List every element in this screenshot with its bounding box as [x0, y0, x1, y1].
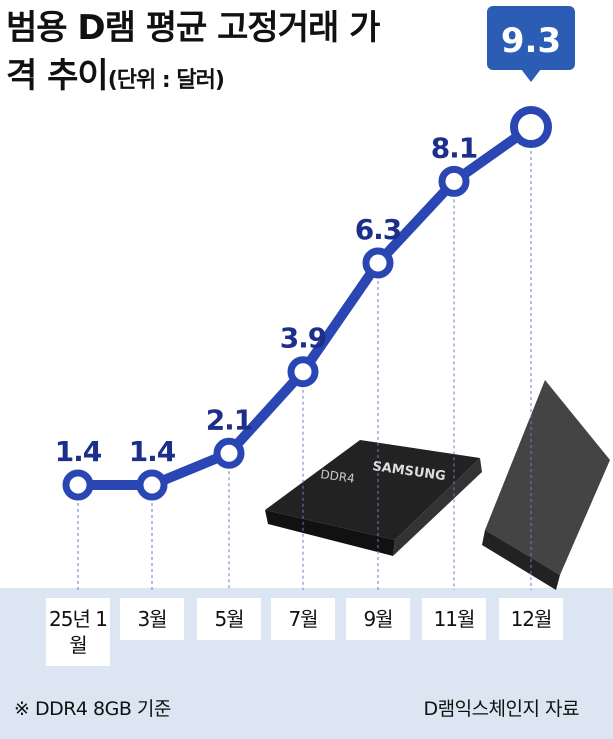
point [362, 247, 394, 279]
value-label: 8.1 [431, 131, 478, 164]
value-label: 6.3 [355, 213, 402, 246]
value-label: 2.1 [206, 403, 253, 436]
chip-image: SAMSUNG DDR4 [265, 380, 610, 590]
highlight-pointer [521, 69, 541, 82]
point [136, 469, 168, 501]
source: D램익스체인지 자료 [423, 698, 579, 720]
point [438, 165, 470, 197]
point [510, 106, 552, 148]
x-tick-label: 7월 [271, 598, 335, 640]
x-tick-label: 5월 [197, 598, 261, 640]
value-label: 1.4 [55, 435, 102, 468]
value-label: 9.3 [501, 21, 561, 61]
x-tick-label: 11월 [422, 598, 486, 640]
footnote: ※ DDR4 8GB 기준 [14, 698, 171, 720]
chart-title: 범용 D램 평균 고정거래 가격 추이(단위 : 달러) [6, 4, 406, 105]
value-label: 3.9 [280, 322, 327, 355]
highlight-box [487, 6, 575, 70]
point [213, 437, 245, 469]
svg-text:DDR4: DDR4 [320, 467, 356, 486]
point [62, 469, 94, 501]
unit-label: (단위 : 달러) [107, 68, 225, 93]
point [287, 356, 319, 388]
x-tick-label: 12월 [499, 598, 563, 640]
x-tick-label: 3월 [120, 598, 184, 640]
x-tick-label: 25년 1월 [46, 598, 110, 666]
title-text: 범용 D램 평균 고정거래 가격 추이 [6, 8, 380, 96]
value-label: 1.4 [129, 435, 176, 468]
x-tick-label: 9월 [346, 598, 410, 640]
